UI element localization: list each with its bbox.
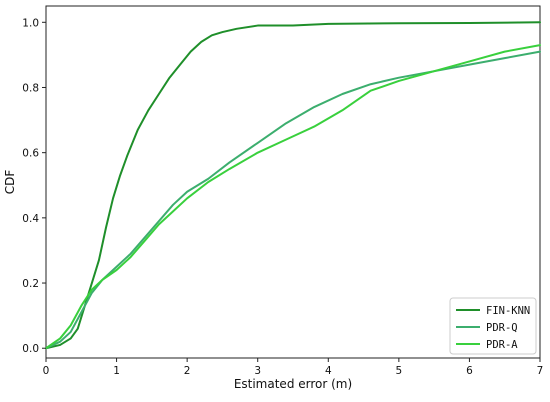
x-tick-label: 2 <box>184 365 191 377</box>
y-tick-label: 0.8 <box>22 82 39 94</box>
ticks-layer: 0 1 2 3 4 5 6 7 0.0 0.2 0.4 0.6 0.8 1.0 <box>22 17 543 377</box>
x-tick-label: 4 <box>325 365 332 377</box>
series-line-pdr-q <box>45 50 541 350</box>
legend-label: PDR-A <box>486 339 518 351</box>
y-tick-label: 0.2 <box>22 278 39 290</box>
x-tick-label: 3 <box>254 365 261 377</box>
legend-label: FIN-KNN <box>486 305 530 317</box>
x-tick-label: 7 <box>537 365 544 377</box>
series-layer <box>45 21 541 350</box>
x-tick-label: 6 <box>466 365 473 377</box>
y-tick-label: 0.0 <box>22 343 39 355</box>
legend-box <box>449 297 537 355</box>
x-tick-label: 0 <box>43 365 50 377</box>
x-tick-label: 5 <box>396 365 403 377</box>
x-tick-label: 1 <box>113 365 120 377</box>
y-axis-label: CDF <box>3 170 17 195</box>
legend-label: PDR-Q <box>486 322 518 334</box>
x-axis-label: Estimated error (m) <box>234 377 352 391</box>
y-tick-label: 0.6 <box>22 148 39 160</box>
y-tick-label: 1.0 <box>22 17 39 29</box>
y-tick-label: 0.4 <box>22 213 39 225</box>
series-line-pdr-a <box>45 44 541 350</box>
legend: FIN-KNN PDR-Q PDR-A <box>449 297 537 355</box>
